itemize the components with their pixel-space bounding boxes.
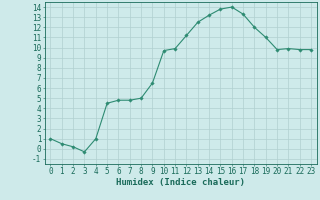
X-axis label: Humidex (Indice chaleur): Humidex (Indice chaleur) <box>116 178 245 187</box>
